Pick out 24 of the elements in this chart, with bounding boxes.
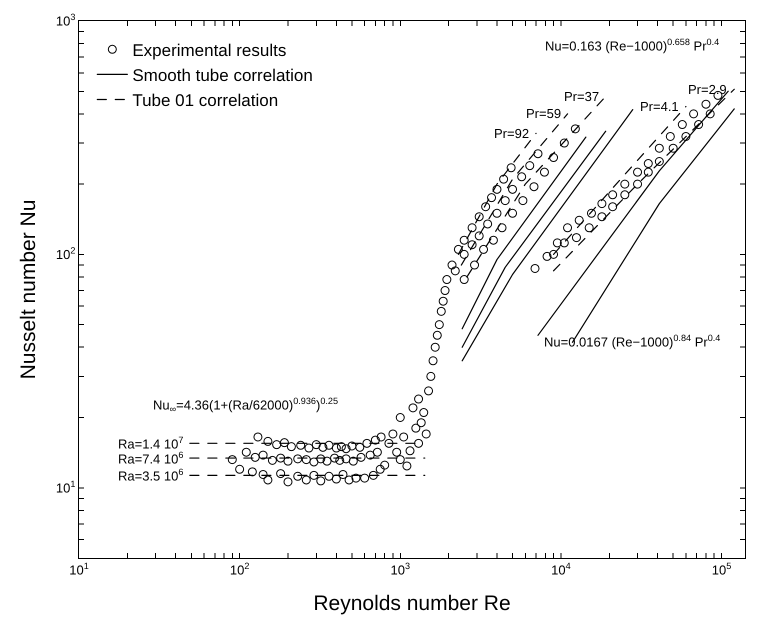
annotation: Nu$_{∞}$=4.36(1+(Ra/62000)$^{0.936}$)$^{0.25}$ xyxy=(153,396,338,414)
y-axis-title: Nusselt number Nu xyxy=(17,200,40,380)
annotation: Pr=37 xyxy=(564,89,600,104)
legend-label: Experimental results xyxy=(132,40,286,60)
x-tick-label: 10$^{3}$ xyxy=(390,561,410,578)
x-tick-label: 10$^{1}$ xyxy=(69,561,89,578)
x-axis-title: Reynolds number Re xyxy=(313,592,511,615)
x-tick-label: 10$^{5}$ xyxy=(712,561,732,578)
y-tick-label: 10$^{2}$ xyxy=(56,245,76,262)
annotation: Ra=3.5 10$^{6}$ xyxy=(118,467,184,484)
x-tick-label: 10$^{4}$ xyxy=(551,561,571,578)
y-tick-label: 10$^{1}$ xyxy=(56,478,76,496)
x-tick-label: 10$^{2}$ xyxy=(230,561,250,578)
annotation: Nu=0.163 (Re−1000)$^{0.658}$ Pr$^{0.4}$ xyxy=(545,37,720,54)
legend-label: Smooth tube correlation xyxy=(132,66,313,86)
annotation: Nu=0.0167 (Re−1000)$^{0.84}$ Pr$^{0.4}$ xyxy=(544,333,720,350)
annotation: Ra=7.4 10$^{6}$ xyxy=(118,450,184,466)
y-tick-label: 10$^{3}$ xyxy=(56,12,76,29)
annotation: Pr=2.9 xyxy=(688,82,727,97)
annotation: Pr=92 xyxy=(494,126,530,141)
annotation: Pr=4.1 xyxy=(640,99,679,114)
legend-label: Tube 01 correlation xyxy=(132,91,278,110)
annotation: Ra=1.4 10$^{7}$ xyxy=(118,435,184,452)
annotation: Pr=59 xyxy=(526,106,562,121)
